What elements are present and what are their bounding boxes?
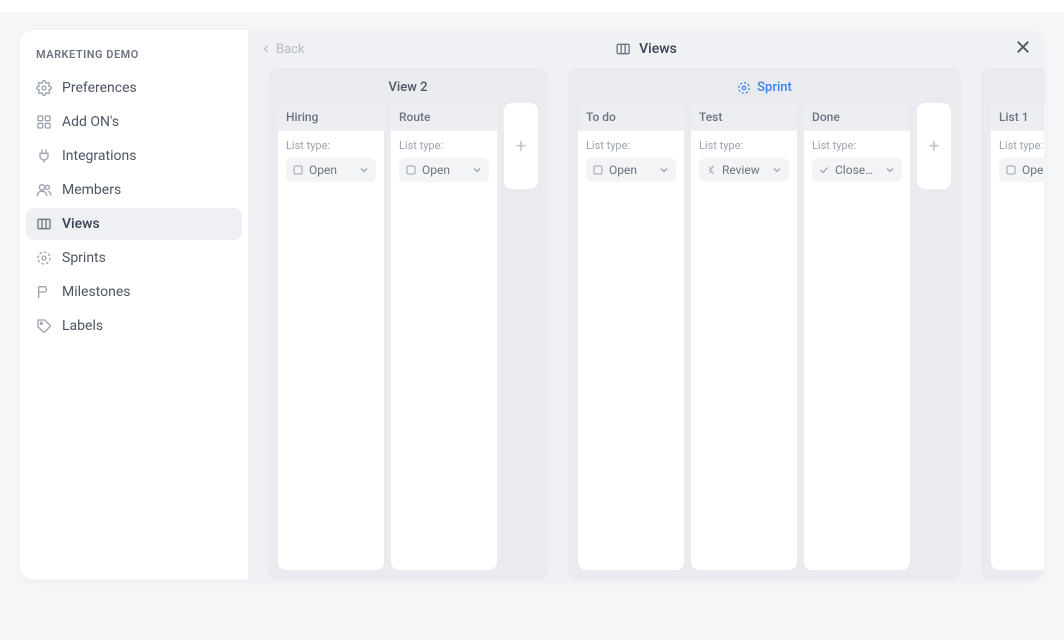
add-column-button[interactable]: +	[504, 103, 538, 189]
type-label: Open	[609, 163, 637, 177]
sidebar-item-label: Labels	[62, 318, 103, 334]
top-accent-bar	[0, 0, 1064, 12]
columns-row: To do List type: Open	[578, 103, 951, 570]
list-type-label: List type:	[812, 139, 902, 152]
chevron-down-icon	[884, 164, 896, 176]
header-title-text: Views	[639, 41, 677, 57]
chevron-left-icon	[260, 43, 272, 55]
header-title: Views	[615, 41, 677, 57]
sidebar-item-preferences[interactable]: Preferences	[26, 72, 242, 104]
tag-icon	[36, 318, 52, 334]
column-hiring: Hiring List type: Open	[278, 103, 384, 570]
board-title: Sprint	[578, 76, 951, 103]
close-icon	[1014, 38, 1032, 56]
panel-header: Back Views	[248, 30, 1044, 68]
sidebar-item-views[interactable]: Views	[26, 208, 242, 240]
chevron-down-icon	[771, 164, 783, 176]
sidebar-item-label: Integrations	[62, 148, 136, 164]
column-test: Test List type: Review	[691, 103, 797, 570]
board-view2: View 2 Hiring List type: Open	[268, 68, 548, 580]
open-icon	[405, 164, 417, 176]
sidebar-item-milestones[interactable]: Milestones	[26, 276, 242, 308]
sidebar-item-label: Views	[62, 216, 100, 232]
add-column-button[interactable]: +	[917, 103, 951, 189]
sidebar-item-label: Milestones	[62, 284, 131, 300]
column-done: Done List type: Closed …	[804, 103, 910, 570]
column-header[interactable]: To do	[578, 103, 684, 131]
workspace-title: MARKETING DEMO	[26, 48, 242, 71]
sprint-icon	[36, 250, 52, 266]
column-header[interactable]: Test	[691, 103, 797, 131]
plug-icon	[36, 148, 52, 164]
board-title: View 2	[278, 76, 538, 103]
board-sprint: Sprint To do List type: Open	[568, 68, 961, 580]
grid-icon	[36, 114, 52, 130]
sidebar-item-label: Preferences	[62, 80, 137, 96]
board-icon	[36, 216, 52, 232]
column-list1: List 1 List type: Open	[991, 103, 1044, 570]
board-title-text: Sprint	[757, 80, 792, 95]
flag-icon	[36, 284, 52, 300]
list-type-label: List type:	[286, 139, 376, 152]
sidebar-item-labels[interactable]: Labels	[26, 310, 242, 342]
users-icon	[36, 182, 52, 198]
type-label: Open	[422, 163, 450, 177]
settings-modal: MARKETING DEMO Preferences Add ON's Inte…	[20, 30, 1044, 580]
sidebar-item-addons[interactable]: Add ON's	[26, 106, 242, 138]
sidebar: MARKETING DEMO Preferences Add ON's Inte…	[20, 30, 248, 580]
chevron-down-icon	[358, 164, 370, 176]
board-extra: List 1 List type: Open	[981, 68, 1044, 580]
list-type-label: List type:	[586, 139, 676, 152]
list-type-selector[interactable]: Open	[286, 158, 376, 182]
column-todo: To do List type: Open	[578, 103, 684, 570]
open-icon	[1005, 164, 1017, 176]
sidebar-item-integrations[interactable]: Integrations	[26, 140, 242, 172]
column-header[interactable]: List 1	[991, 103, 1044, 131]
sidebar-item-label: Sprints	[62, 250, 106, 266]
list-type-selector[interactable]: Open	[399, 158, 489, 182]
chevron-down-icon	[471, 164, 483, 176]
type-label: Open	[1022, 163, 1044, 177]
board-title	[991, 76, 1044, 103]
column-header[interactable]: Hiring	[278, 103, 384, 131]
list-type-label: List type:	[999, 139, 1044, 152]
type-label: Closed …	[835, 163, 879, 177]
main-panel: Back Views View 2 Hiring	[248, 30, 1044, 580]
sidebar-item-members[interactable]: Members	[26, 174, 242, 206]
sidebar-item-sprints[interactable]: Sprints	[26, 242, 242, 274]
board-icon	[615, 41, 631, 57]
boards-row: View 2 Hiring List type: Open	[248, 68, 1044, 580]
back-label: Back	[276, 42, 305, 57]
sprint-icon	[737, 81, 751, 95]
list-type-selector[interactable]: Closed …	[812, 158, 902, 182]
close-button[interactable]	[1014, 38, 1032, 60]
columns-row: Hiring List type: Open	[278, 103, 538, 570]
list-type-label: List type:	[699, 139, 789, 152]
column-header[interactable]: Route	[391, 103, 497, 131]
type-label: Review	[722, 163, 760, 177]
open-icon	[292, 164, 304, 176]
closed-icon	[818, 164, 830, 176]
gear-icon	[36, 80, 52, 96]
back-button[interactable]: Back	[260, 42, 305, 57]
chevron-down-icon	[658, 164, 670, 176]
list-type-selector[interactable]: Review	[699, 158, 789, 182]
columns-row: List 1 List type: Open	[991, 103, 1044, 570]
list-type-selector[interactable]: Open	[586, 158, 676, 182]
open-icon	[592, 164, 604, 176]
list-type-selector[interactable]: Open	[999, 158, 1044, 182]
column-header[interactable]: Done	[804, 103, 910, 131]
list-type-label: List type:	[399, 139, 489, 152]
type-label: Open	[309, 163, 337, 177]
review-icon	[705, 164, 717, 176]
sidebar-item-label: Members	[62, 182, 121, 198]
sidebar-item-label: Add ON's	[62, 114, 119, 130]
column-route: Route List type: Open	[391, 103, 497, 570]
